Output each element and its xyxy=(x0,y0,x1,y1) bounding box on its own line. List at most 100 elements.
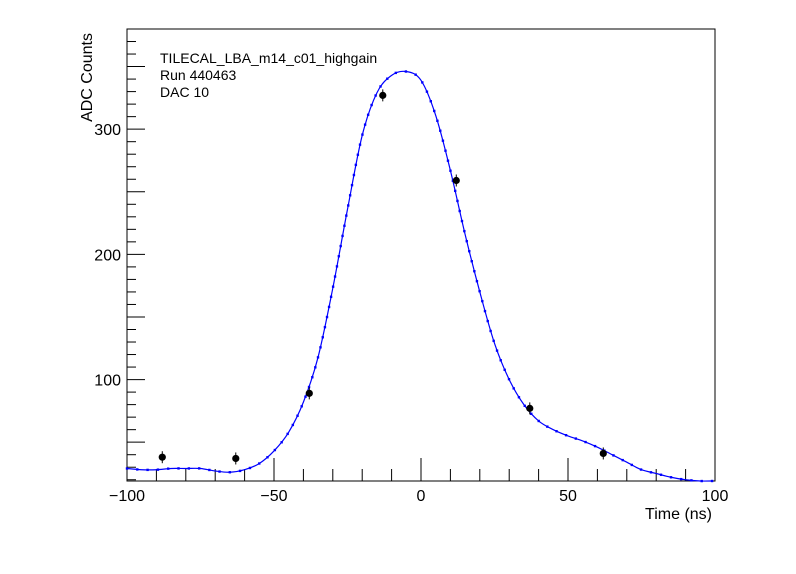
fit-curve-marker xyxy=(363,123,367,126)
fit-curve-marker xyxy=(354,163,358,167)
fit-curve-marker xyxy=(238,469,242,473)
plot-frame xyxy=(126,28,716,482)
fit-curve-marker xyxy=(323,325,327,329)
fit-curve-marker xyxy=(473,270,476,273)
x-tick-label: −50 xyxy=(260,488,287,505)
fit-curve-marker xyxy=(296,414,299,417)
fit-curve-marker xyxy=(478,289,481,293)
fit-curve-marker xyxy=(339,244,342,248)
fit-curve-marker xyxy=(404,70,408,73)
fit-curve-marker xyxy=(314,366,317,369)
fit-curve-marker xyxy=(421,81,424,84)
y-tick-label: 100 xyxy=(94,373,121,390)
fit-curve-marker xyxy=(537,419,540,423)
y-tick-label: 200 xyxy=(94,247,121,264)
fit-curve-marker xyxy=(574,437,578,440)
fit-curve-marker xyxy=(499,359,502,362)
fit-curve-marker xyxy=(436,119,439,122)
fit-curve-marker xyxy=(463,229,466,233)
fit-curve-marker xyxy=(495,349,499,352)
fit-curve-marker xyxy=(291,423,295,427)
data-points-layer xyxy=(158,89,607,465)
fit-curve-marker xyxy=(492,339,495,343)
fit-curve-marker xyxy=(630,463,634,467)
fit-curve-marker xyxy=(446,159,450,162)
fit-curve-marker xyxy=(584,440,587,444)
fit-curve-marker xyxy=(311,376,314,379)
fit-curve-line xyxy=(126,70,713,482)
fit-curve-marker xyxy=(177,467,180,470)
data-point xyxy=(526,402,534,415)
fit-curve-marker xyxy=(468,249,471,253)
fit-curve-marker xyxy=(394,71,398,75)
fit-curve-marker xyxy=(316,356,320,359)
fit-curve-marker xyxy=(612,454,615,457)
fit-curve-marker xyxy=(489,329,492,333)
fit-curve-marker xyxy=(280,441,283,444)
fit-curve-marker xyxy=(361,133,364,136)
fit-curve-marker xyxy=(325,315,329,319)
fit-curve-marker xyxy=(486,319,489,323)
fit-curve-marker xyxy=(187,467,191,470)
x-tick-label: 50 xyxy=(559,488,577,505)
fit-curve-marker xyxy=(507,377,511,381)
x-axis-title: Time (ns) xyxy=(645,506,712,523)
fit-curve-marker xyxy=(555,430,558,433)
fit-curve-marker xyxy=(304,395,307,398)
fit-curve-marker xyxy=(319,346,322,349)
fit-curve-marker xyxy=(358,143,362,146)
fit-curve-marker xyxy=(156,468,160,471)
fit-curve-marker xyxy=(307,385,311,389)
fit-curve-marker xyxy=(218,470,221,473)
fit-curve-marker xyxy=(659,473,663,476)
fit-curve-marker xyxy=(481,299,484,303)
axes: −100 −50 0 50 100 100 200 300 xyxy=(94,28,729,505)
fit-curve-marker xyxy=(546,425,549,428)
data-point xyxy=(379,89,387,102)
fit-curve-marker xyxy=(335,265,339,268)
fit-curve-marker xyxy=(649,471,653,474)
fit-curve-marker xyxy=(286,432,289,436)
fit-curve-marker xyxy=(146,468,149,472)
fit-curve-marker xyxy=(341,234,344,238)
fit-curve-marker xyxy=(564,433,568,437)
fit-curve-marker xyxy=(639,468,643,471)
fit-curve-marker xyxy=(370,103,373,107)
fit-curve-marker xyxy=(414,73,417,76)
data-point xyxy=(232,452,240,465)
fit-curve-marker xyxy=(136,468,139,471)
fit-curve-marker xyxy=(470,260,473,263)
fit-curve-marker xyxy=(273,448,277,452)
fit-curve-marker xyxy=(258,462,261,465)
fit-curve-marker xyxy=(197,467,201,470)
fit-curve-marker xyxy=(669,476,673,479)
annotation-dac: DAC 10 xyxy=(160,84,209,100)
fit-curve-layer xyxy=(125,70,714,483)
fit-curve-marker xyxy=(331,285,335,288)
fit-curve-marker xyxy=(503,368,506,371)
fit-curve-marker xyxy=(433,109,436,113)
fit-curve-marker xyxy=(347,204,350,207)
fit-curve-marker xyxy=(690,479,693,482)
data-point xyxy=(599,447,607,460)
fit-curve-marker xyxy=(517,396,521,399)
fit-curve-marker xyxy=(248,466,252,470)
fit-curve-marker xyxy=(125,467,129,470)
annotation-channel: TILECAL_LBA_m14_c01_highgain xyxy=(160,50,377,66)
fit-curve-marker xyxy=(512,387,515,390)
fit-curve-marker xyxy=(333,275,337,278)
fit-curve-marker xyxy=(593,444,597,448)
fit-curve-marker xyxy=(356,153,360,156)
fit-curve-marker xyxy=(460,219,464,223)
x-tick-label: 100 xyxy=(702,488,729,505)
fit-curve-marker xyxy=(350,183,354,187)
fit-curve-marker xyxy=(465,239,468,243)
fit-curve-marker xyxy=(266,456,269,459)
fit-curve-marker xyxy=(208,468,211,472)
fit-curve-marker xyxy=(679,477,683,481)
fit-curve-marker xyxy=(352,173,356,177)
fit-curve-marker xyxy=(453,189,457,193)
fit-curve-marker xyxy=(348,194,352,197)
data-point xyxy=(452,174,460,187)
